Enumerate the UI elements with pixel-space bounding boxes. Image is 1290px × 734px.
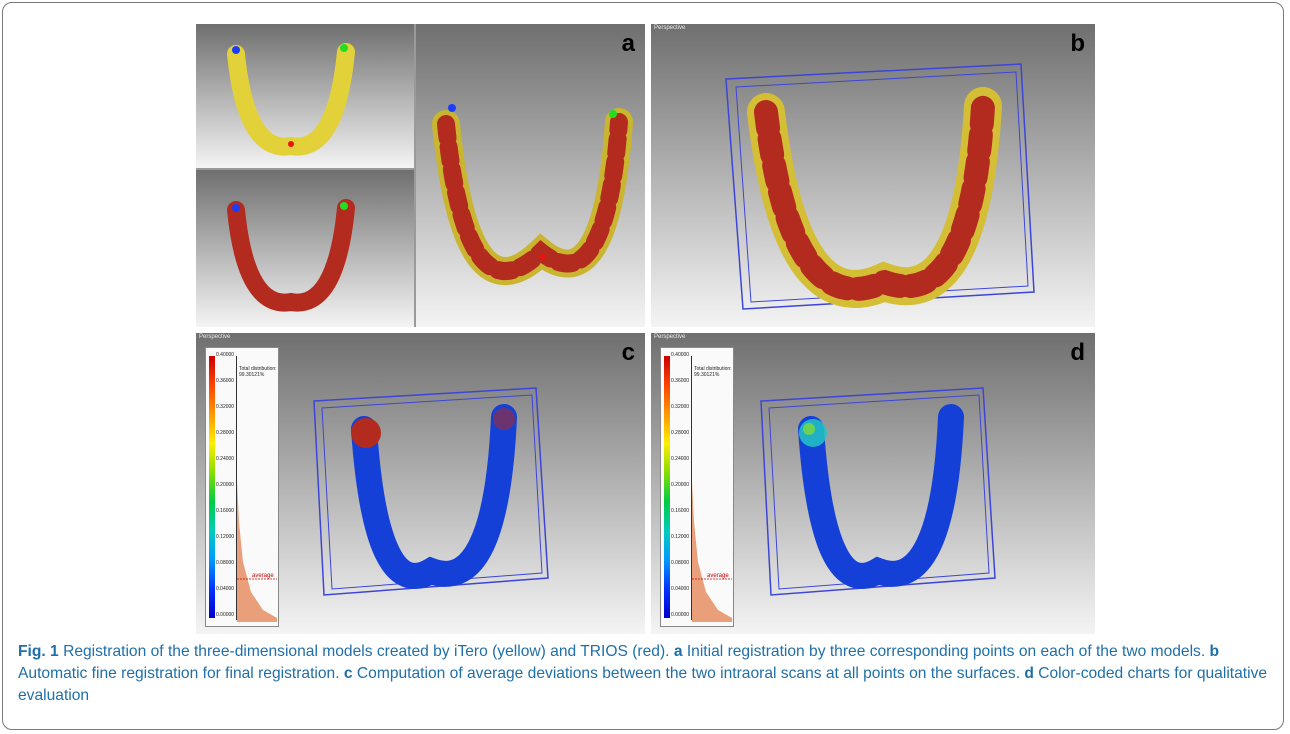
panel-d: Perspective Total distribution: 99.30121%… [651,333,1095,634]
viewport-caption: Perspective [654,25,686,31]
color-scale-legend: Total distribution: 99.30121% average 0.4… [205,347,279,627]
tick-label: 0.20000 [216,482,235,488]
tick-label: 0.24000 [671,456,690,462]
average-label: average [252,573,274,579]
distribution-label: Total distribution: 99.30121% [239,366,277,378]
overlay-initial-registration [432,104,633,285]
panel-a-bottom-left-view [196,170,414,327]
tick-label: 0.28000 [216,430,235,436]
panel-label-a: a [621,30,635,57]
tick-label: 0.20000 [671,482,690,488]
tick-label: 0.40000 [216,352,235,358]
tick-label: 0.40000 [671,352,690,358]
tick-label: 0.00000 [216,612,235,618]
color-scale-bar [664,356,670,618]
panel-a-main-view: a [416,24,645,327]
color-scale-legend: Total distribution: 99.30121% average 0.4… [660,347,734,627]
tick-label: 0.32000 [216,404,235,410]
tick-label: 0.24000 [216,456,235,462]
fine-registration-view [725,63,1035,310]
figure-number: Fig. 1 [18,643,59,660]
color-scale-bar [209,356,215,618]
tick-label: 0.32000 [671,404,690,410]
tick-label: 0.00000 [671,612,690,618]
tick-label: 0.12000 [216,534,235,540]
panel-b: Perspective b [651,24,1095,327]
tick-label: 0.36000 [671,378,690,384]
tick-label: 0.04000 [671,586,690,592]
panel-label-c: c [621,339,635,366]
tick-label: 0.16000 [671,508,690,514]
color-coded-chart-view [760,387,996,596]
tick-label: 0.28000 [671,430,690,436]
deviation-histogram [692,482,732,622]
tick-label: 0.16000 [216,508,235,514]
trios-model-view [227,199,355,312]
average-label: average [707,573,729,579]
panel-a-top-left-view [196,24,414,168]
panel-label-d: d [1070,339,1085,366]
itero-model-view [227,43,355,156]
deviation-map-view [313,387,549,596]
tick-label: 0.08000 [216,560,235,566]
tick-label: 0.36000 [216,378,235,384]
distribution-label: Total distribution: 99.30121% [694,366,732,378]
panel-c: Perspective Total distribution: 99.30121%… [196,333,645,634]
tick-label: 0.12000 [671,534,690,540]
figure-caption: Fig. 1 Registration of the three-dimensi… [18,643,1268,704]
tick-label: 0.04000 [216,586,235,592]
deviation-histogram [237,482,277,622]
viewport-caption: Perspective [199,334,231,340]
panel-a: a [196,24,645,327]
panel-label-b: b [1070,30,1085,57]
tick-label: 0.08000 [671,560,690,566]
viewport-caption: Perspective [654,334,686,340]
